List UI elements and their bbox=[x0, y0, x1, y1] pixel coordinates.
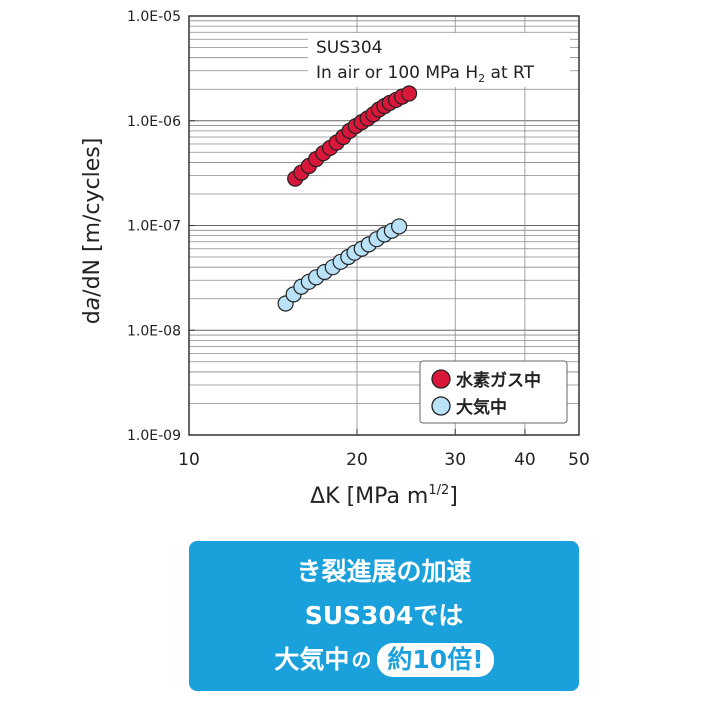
summary-banner: き裂進展の加速 SUS304では 大気中 の 約10倍! bbox=[189, 541, 579, 691]
grid bbox=[188, 16, 580, 436]
legend-marker-hydrogen bbox=[431, 369, 451, 389]
banner-particle: の bbox=[351, 648, 372, 672]
y-tick-labels: 1.0E-09 1.0E-08 1.0E-07 1.0E-06 1.0E-05 bbox=[127, 9, 181, 444]
y-tick-label: 1.0E-06 bbox=[127, 114, 181, 130]
legend-label-hydrogen: 水素ガス中 bbox=[456, 370, 541, 391]
air-data-point bbox=[391, 218, 408, 235]
series-air bbox=[277, 218, 408, 312]
banner-condition-text: 大気中 bbox=[274, 645, 350, 674]
annotation-background bbox=[308, 33, 570, 87]
x-tick-label: 50 bbox=[568, 450, 590, 470]
chart: 1.0E-09 1.0E-08 1.0E-07 1.0E-06 1.0E-05 10 20… bbox=[80, 9, 590, 509]
y-tick-label: 1.0E-05 bbox=[127, 9, 181, 25]
x-tick-label: 30 bbox=[444, 450, 466, 470]
data-points bbox=[277, 85, 418, 312]
legend-marker-air bbox=[431, 396, 451, 416]
x-tick-label: 20 bbox=[346, 450, 368, 470]
y-axis-label: da/dN [m/cycles] bbox=[80, 138, 105, 325]
banner-line-1: き裂進展の加速 bbox=[296, 557, 472, 586]
x-tick-label: 10 bbox=[178, 450, 200, 470]
x-tick-labels: 10 20 30 40 50 bbox=[178, 450, 590, 470]
crack-growth-chart: 1.0E-09 1.0E-08 1.0E-07 1.0E-06 1.0E-05 10 20… bbox=[80, 9, 590, 509]
y-tick-label: 1.0E-08 bbox=[127, 323, 181, 339]
hydrogen-data-point bbox=[400, 85, 418, 102]
x-axis-label: ΔK [MPa m1/2] bbox=[310, 483, 458, 509]
tick-marks bbox=[188, 15, 580, 436]
banner-line-2: SUS304では bbox=[304, 601, 464, 630]
annotation-material: SUS304 bbox=[316, 38, 382, 58]
y-tick-label: 1.0E-09 bbox=[127, 428, 181, 444]
banner-line-3: 大気中 の 約10倍! bbox=[274, 638, 494, 682]
x-tick-label: 40 bbox=[514, 450, 536, 470]
legend-label-air: 大気中 bbox=[456, 397, 507, 418]
banner-highlight-badge: 約10倍! bbox=[377, 643, 494, 677]
series-hydrogen bbox=[287, 85, 418, 187]
y-tick-label: 1.0E-07 bbox=[127, 219, 181, 235]
annotation-conditions: In air or 100 MPa H2 at RT bbox=[316, 63, 535, 85]
legend: 水素ガス中 大気中 bbox=[419, 360, 568, 424]
legend-box bbox=[419, 360, 568, 424]
